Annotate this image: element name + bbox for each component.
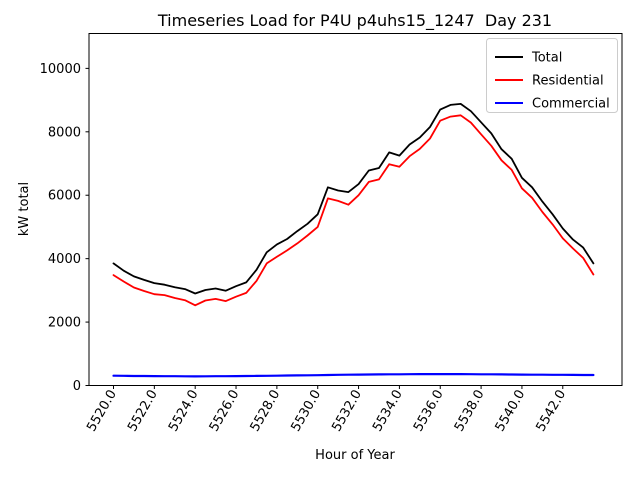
legend-label-commercial: Commercial — [532, 97, 610, 112]
x-tick-label: 5528.0 — [248, 388, 284, 435]
x-tick-label: 5524.0 — [166, 388, 202, 435]
x-tick-label: 5526.0 — [207, 388, 243, 435]
x-tick-label: 5520.0 — [84, 388, 120, 435]
x-tick-label: 5538.0 — [452, 388, 488, 435]
y-tick-label: 2000 — [48, 316, 81, 331]
y-tick-label: 0 — [73, 379, 81, 394]
series-line-residential — [112, 114, 595, 307]
series-lines — [112, 103, 595, 378]
x-tick-label: 5540.0 — [493, 388, 529, 435]
x-tick-label: 5530.0 — [288, 388, 324, 435]
y-tick-label: 4000 — [48, 252, 81, 267]
legend-label-total: Total — [531, 51, 562, 66]
y-tick-label: 10000 — [40, 62, 81, 77]
legend: Total Residential Commercial — [486, 38, 618, 113]
series-line-total — [112, 103, 595, 295]
series-line-commercial — [112, 373, 595, 378]
x-axis-label: Hour of Year — [315, 448, 395, 463]
x-tick-label: 5522.0 — [125, 388, 161, 435]
y-tick-label: 6000 — [48, 189, 81, 204]
x-tick-label: 5542.0 — [534, 388, 570, 435]
x-axis-ticks: 5520.0 5522.0 5524.0 5526.0 5528.0 5530.0 5532… — [84, 385, 570, 435]
x-tick-label: 5532.0 — [329, 388, 365, 435]
y-tick-label: 8000 — [48, 125, 81, 140]
chart-title: Timeseries Load for P4U p4uhs15_1247 Day… — [157, 11, 552, 31]
x-tick-label: 5536.0 — [411, 388, 447, 435]
x-tick-label: 5534.0 — [370, 388, 406, 435]
y-axis-ticks: 0 2000 4000 6000 8000 10000 — [40, 62, 89, 394]
legend-label-residential: Residential — [532, 74, 604, 89]
y-axis-label: kW total — [17, 182, 32, 236]
axes-frame — [88, 33, 623, 386]
